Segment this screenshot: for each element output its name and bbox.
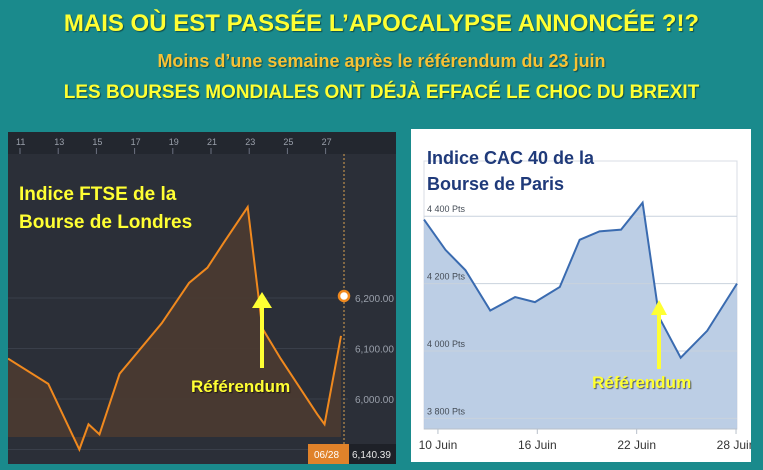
ftse-x-tick-label: 15 xyxy=(92,137,102,147)
ftse-chart-title-line1: Indice FTSE de la xyxy=(19,184,177,205)
ftse-x-tick-label: 25 xyxy=(283,137,293,147)
cac-chart-title-line2: Bourse de Paris xyxy=(427,174,565,194)
main-headline: MAIS OÙ EST PASSÉE L’APOCALYPSE ANNONCÉE… xyxy=(63,10,700,37)
ftse-y-tick-label: 6,000.00 xyxy=(355,395,394,406)
cac-x-tick-label: 28 Juin xyxy=(717,438,751,452)
cac-y-tick-label: 4 400 Pts xyxy=(427,204,466,214)
ftse-y-tick-label: 6,100.00 xyxy=(355,345,394,356)
ftse-current-value-label: 6,140.39 xyxy=(352,450,391,461)
ftse-top-axis-strip xyxy=(8,132,396,154)
ftse-x-tick-label: 21 xyxy=(207,137,217,147)
cac-referendum-annotation: Référendum xyxy=(592,373,692,392)
ftse-x-tick-label: 27 xyxy=(322,137,332,147)
ftse-current-date-label: 06/28 xyxy=(314,450,339,461)
ftse-arrow-head xyxy=(252,292,272,308)
ftse-x-tick-label: 23 xyxy=(245,137,255,147)
ftse-referendum-annotation: Référendum xyxy=(191,377,291,396)
ftse-x-tick-label: 13 xyxy=(54,137,64,147)
ftse-area xyxy=(8,207,341,450)
cac-chart: 4 400 Pts 4 200 Pts 4 000 Pts 3 800 Pts 10 J… xyxy=(411,129,751,462)
ftse-chart-title-line2: Bourse de Londres xyxy=(19,212,193,233)
ftse-line xyxy=(8,204,342,453)
ftse-chart-svg: 11 13 15 17 19 21 23 25 27 6,200.00 6,100.00 6,000.… xyxy=(8,132,396,464)
tagline: LES BOURSES MONDIALES ONT DÉJÀ EFFACÉ LE… xyxy=(63,82,700,103)
ftse-y-tick-label: 6,200.00 xyxy=(355,294,394,305)
cac-y-tick-label: 4 000 Pts xyxy=(427,339,466,349)
cac-x-tick-label: 10 Juin xyxy=(419,438,458,452)
cac-x-tick-label: 16 Juin xyxy=(518,438,557,452)
cac-x-tick-label: 22 Juin xyxy=(617,438,656,452)
cac-y-tick-label: 4 200 Pts xyxy=(427,272,466,282)
cac-y-tick-label: 3 800 Pts xyxy=(427,406,466,416)
cac-arrow-head xyxy=(651,300,667,315)
ftse-chart: 11 13 15 17 19 21 23 25 27 6,200.00 6,100.00 6,000.… xyxy=(8,132,396,464)
cac-chart-title-line1: Indice CAC 40 de la xyxy=(427,148,595,168)
ftse-x-tick-label: 19 xyxy=(169,137,179,147)
cac-area xyxy=(424,202,737,429)
ftse-x-tick-label: 11 xyxy=(16,137,25,147)
ftse-current-value-bg xyxy=(349,444,396,464)
ftse-x-tick-label: 17 xyxy=(131,137,141,147)
ftse-current-marker xyxy=(337,289,351,303)
cac-chart-svg: 4 400 Pts 4 200 Pts 4 000 Pts 3 800 Pts 10 J… xyxy=(419,160,751,452)
subtitle: Moins d’une semaine après le référendum … xyxy=(157,51,606,71)
